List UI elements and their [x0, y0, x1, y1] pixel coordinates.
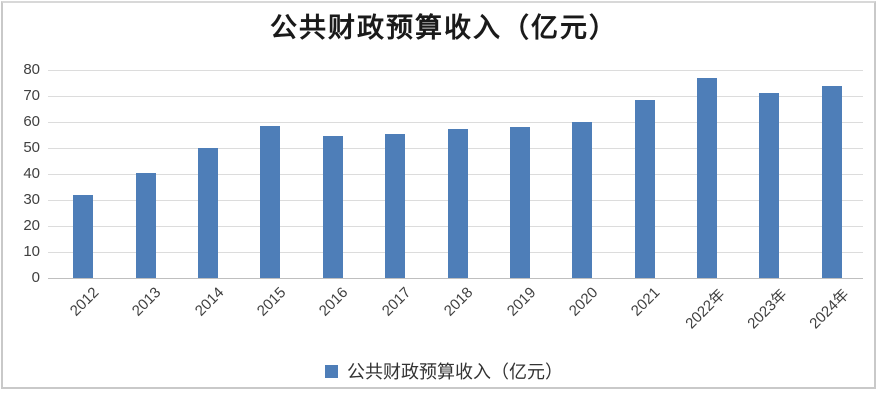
x-axis-label-2018: 2018 — [440, 284, 477, 320]
bar-2018 — [447, 128, 468, 278]
y-axis-label-30: 30 — [23, 191, 40, 208]
bar-2024年 — [821, 85, 842, 278]
bar-2020 — [572, 122, 593, 278]
x-axis-label-2022年: 2022年 — [681, 286, 729, 333]
bar-2014 — [197, 148, 218, 278]
y-axis-label-0: 0 — [31, 269, 40, 286]
bar-2016 — [322, 136, 343, 278]
x-axis-label-2017: 2017 — [378, 284, 415, 320]
x-axis-label-2021: 2021 — [628, 284, 664, 320]
y-axis-label-80: 80 — [23, 61, 40, 78]
y-axis-label-40: 40 — [23, 165, 40, 182]
y-axis-label-10: 10 — [23, 243, 40, 260]
bar-2017 — [385, 133, 406, 278]
legend-swatch-icon — [325, 364, 338, 378]
y-axis-label-50: 50 — [23, 139, 40, 156]
legend: 公共财政预算收入（亿元） — [0, 358, 888, 384]
x-axis-label-2016: 2016 — [316, 284, 352, 320]
gridline-80 — [48, 70, 863, 71]
legend-label: 公共财政预算收入（亿元） — [347, 362, 563, 382]
x-axis-label-2015: 2015 — [253, 284, 290, 320]
bar-2013 — [135, 172, 156, 278]
bar-2023年 — [759, 93, 780, 278]
bar-2021 — [634, 99, 655, 278]
gridline-60 — [48, 122, 863, 123]
y-axis-label-60: 60 — [23, 113, 40, 130]
bar-2012 — [73, 194, 94, 278]
x-axis-label-2020: 2020 — [565, 284, 602, 320]
bar-2015 — [260, 125, 281, 278]
x-axis-label-2014: 2014 — [191, 284, 227, 320]
gridline-70 — [48, 96, 863, 97]
bar-2019 — [509, 127, 530, 278]
chart-title: 公共财政预算收入（亿元） — [270, 13, 618, 43]
bar-2022年 — [697, 77, 718, 278]
x-axis-label-2019: 2019 — [503, 284, 539, 320]
y-axis-label-70: 70 — [23, 87, 40, 104]
x-axis-label-2013: 2013 — [128, 284, 165, 320]
gridline-0 — [48, 278, 863, 279]
x-axis-label-2023年: 2023年 — [744, 286, 791, 333]
y-axis-label-20: 20 — [23, 217, 40, 234]
x-axis-label-2024年: 2024年 — [806, 286, 853, 333]
x-axis-label-2012: 2012 — [66, 284, 103, 320]
